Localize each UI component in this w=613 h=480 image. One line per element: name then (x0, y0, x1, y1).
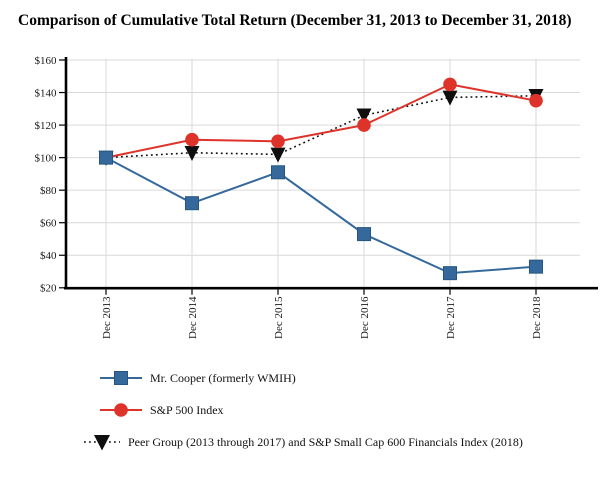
data-point-square (529, 259, 543, 274)
series-line (105, 83, 537, 159)
legend-label: Mr. Cooper (formerly WMIH) (150, 370, 296, 385)
data-point-circle (185, 132, 199, 147)
x-tick-label: Dec 2016 (359, 296, 371, 339)
data-point-triangle (184, 145, 200, 161)
data-point-square (185, 196, 199, 211)
y-tick-label: $120 (35, 120, 58, 132)
series-line (105, 94, 537, 159)
series-line (105, 156, 537, 275)
series-0 (99, 150, 543, 281)
series-1 (99, 77, 543, 165)
x-tick-label: Dec 2018 (531, 296, 543, 339)
legend-swatch-square-icon (100, 371, 142, 385)
legend-label: Peer Group (2013 through 2017) and S&P S… (128, 434, 523, 449)
legend-item-1: S&P 500 Index (100, 401, 224, 419)
y-tick-label: $140 (35, 87, 58, 99)
y-tick-label: $40 (40, 250, 57, 262)
y-tick-label: $80 (40, 185, 57, 197)
x-tick-label: Dec 2015 (273, 296, 285, 339)
data-point-square (271, 165, 285, 180)
y-tick-label: $20 (40, 283, 57, 295)
data-point-square (443, 266, 457, 281)
data-point-circle (271, 134, 285, 149)
legend-item-0: Mr. Cooper (formerly WMIH) (100, 369, 296, 387)
performance-chart-plot: $20 $40 $60 $80 $100 $120 $140 $160 Dec 2013 Dec … (35, 55, 598, 339)
legend-triangle (94, 435, 110, 451)
legend-swatch-triangle-down-icon (84, 435, 120, 451)
legend-circle (114, 403, 128, 417)
data-point-circle (443, 77, 457, 92)
x-tick-label: Dec 2017 (445, 296, 457, 339)
legend-item-2: Peer Group (2013 through 2017) and S&P S… (84, 433, 523, 451)
data-point-triangle (270, 147, 286, 163)
data-point-triangle (356, 108, 372, 124)
x-tick-label: Dec 2013 (101, 296, 113, 339)
data-point-square (357, 227, 371, 242)
y-tick-label: $100 (35, 152, 58, 164)
legend-swatch-circle-icon (100, 403, 142, 417)
x-tick-label: Dec 2014 (187, 296, 199, 339)
data-point-circle (529, 93, 543, 108)
chart-title: Comparison of Cumulative Total Return (D… (18, 12, 572, 29)
y-tick-label: $60 (40, 218, 57, 230)
series-2 (98, 88, 544, 166)
data-point-triangle (442, 90, 458, 106)
data-point-square (99, 150, 113, 165)
legend-label: S&P 500 Index (150, 402, 224, 417)
legend-square (114, 371, 128, 385)
y-tick-label: $160 (35, 55, 58, 67)
data-point-circle (357, 118, 371, 132)
